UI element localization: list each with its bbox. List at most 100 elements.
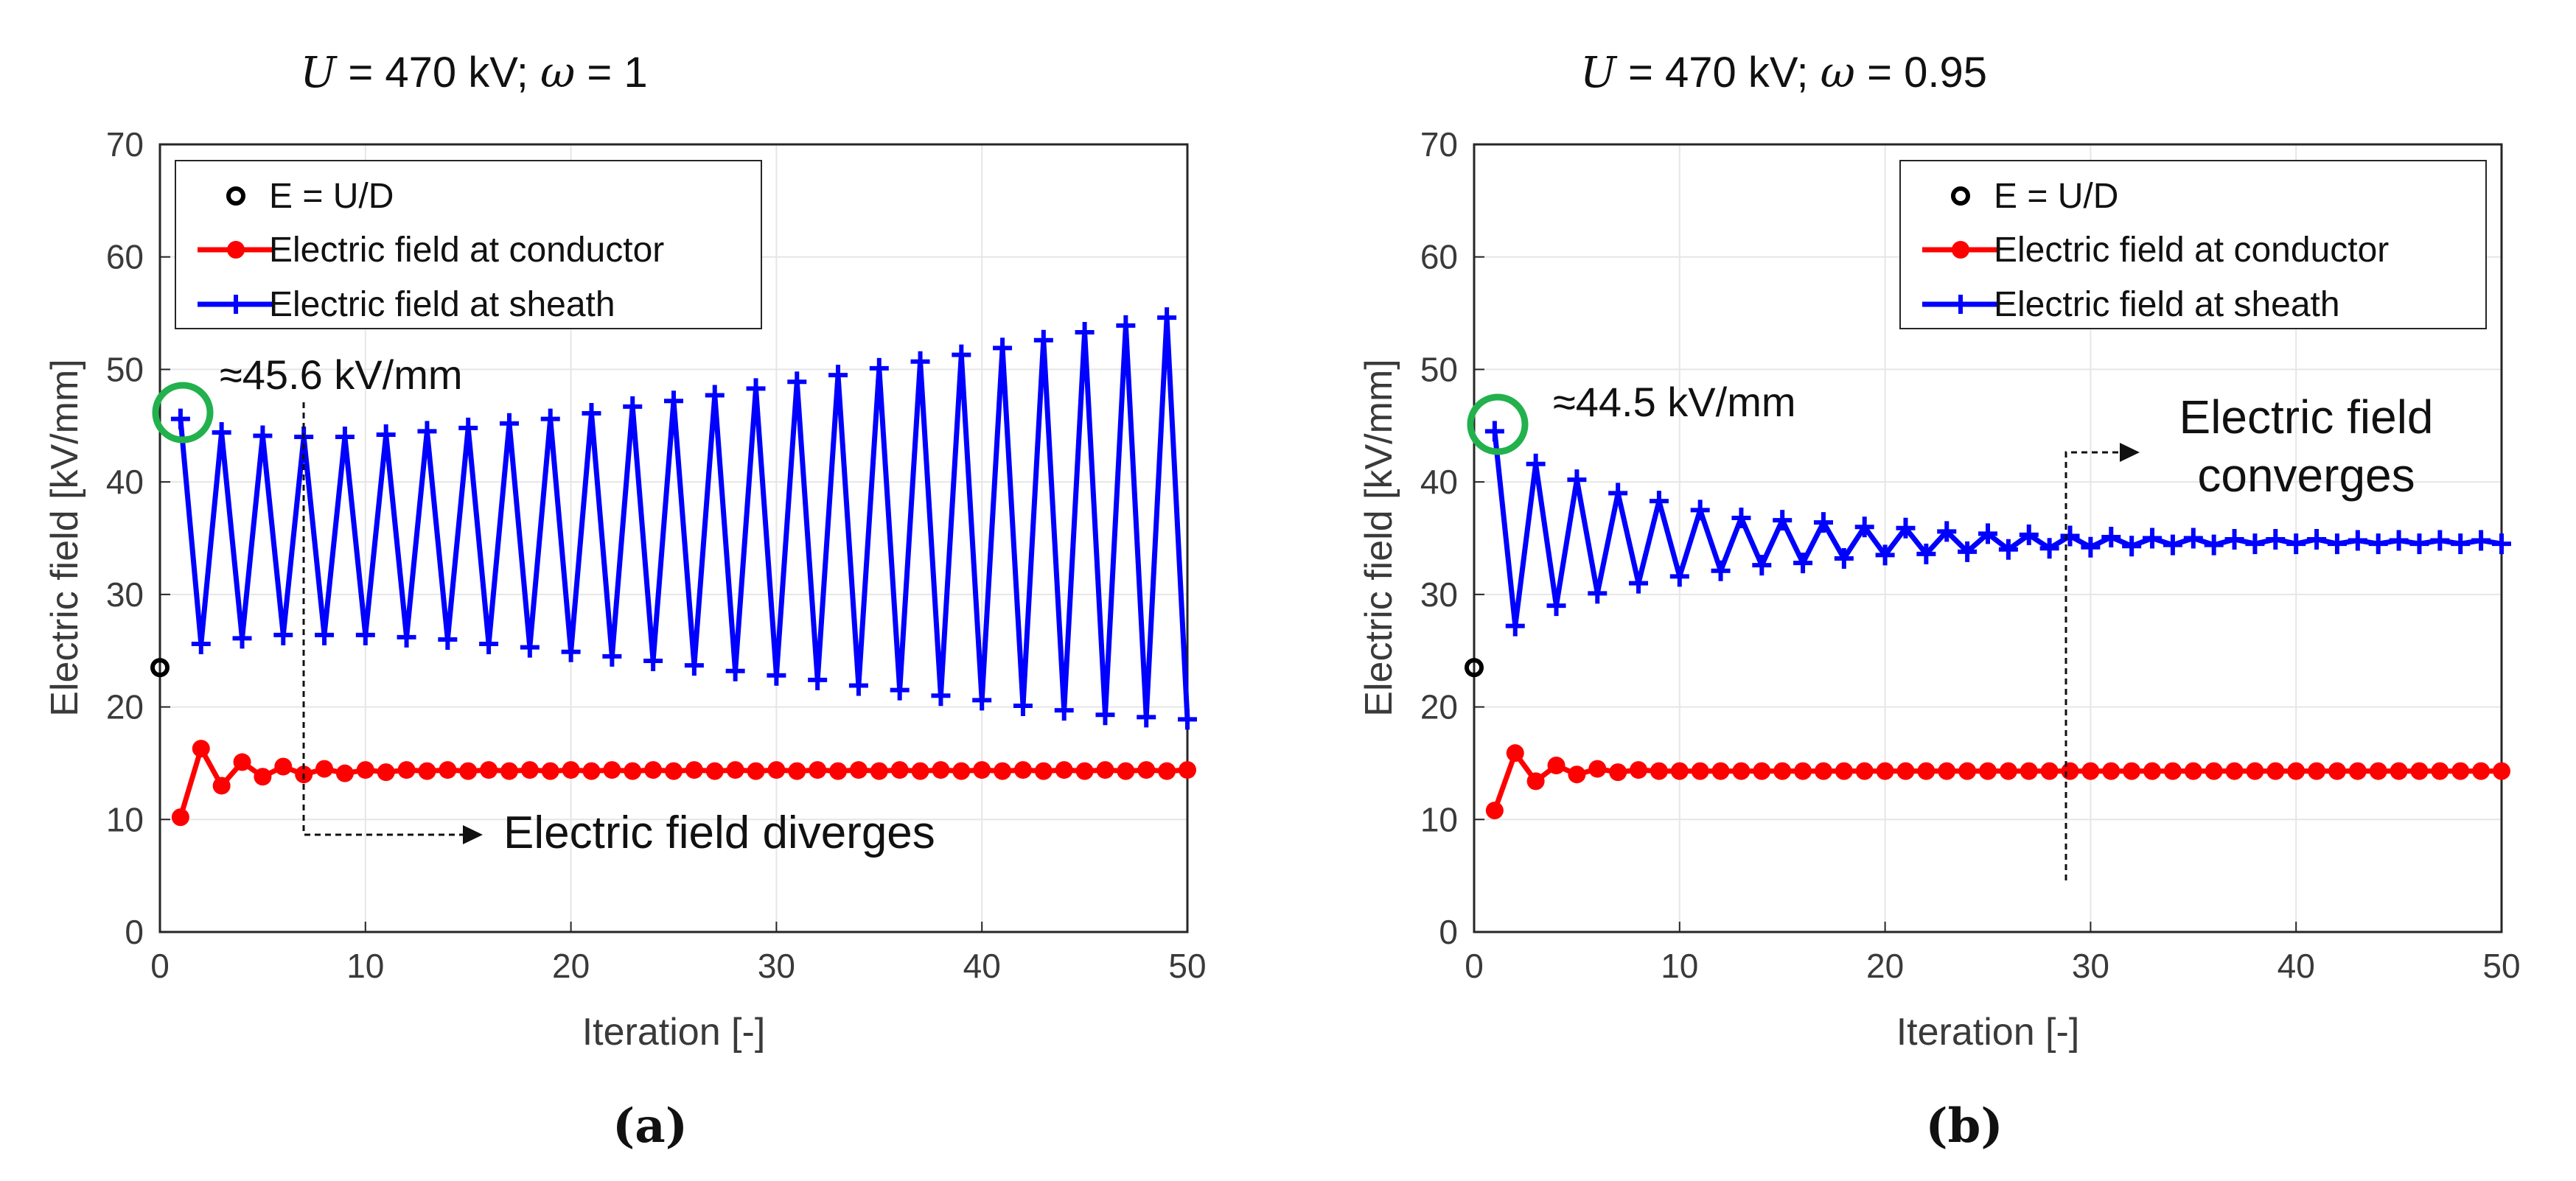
panel-b-title-var: U: [1580, 47, 1618, 97]
panel-a-conductor-point: [480, 761, 498, 779]
panel-a-sheath-point: [1033, 329, 1053, 351]
panel-b-sheath-point: [1505, 615, 1525, 637]
panel-a-conductor-point: [624, 762, 642, 780]
panel-b-conductor-point: [1711, 762, 1730, 780]
panel-b-sheath-point: [2183, 528, 2203, 549]
panel-b-sheath-point: [2368, 533, 2388, 555]
panel-b-sheath-point: [2389, 530, 2409, 551]
panel-b-highlight-circle: [1467, 393, 1529, 455]
panel-b-sheath-point: [1854, 516, 1874, 538]
panel-b-ytick-label: 20: [1420, 688, 1458, 726]
panel-b-sheath-point: [2409, 533, 2429, 555]
panel-a-conductor-point: [315, 760, 334, 778]
panel-b-legend: E = U/D Electric field at conductor Elec…: [1899, 160, 2487, 329]
panel-a-sheath-point: [355, 624, 375, 645]
panel-b-conductor-point: [1670, 762, 1689, 780]
panel-b-conductor-point: [2390, 762, 2408, 780]
panel-b-title: U = 470 kV; ω = 0.95: [1580, 47, 1987, 97]
panel-a-title-param: ω: [540, 47, 575, 97]
panel-b-sheath-point: [2081, 536, 2101, 558]
panel-a-xtick-label: 20: [552, 947, 590, 985]
panel-a-xtick-label: 0: [150, 947, 170, 985]
panel-b-sheath-point: [2451, 533, 2471, 555]
panel-b-conductor-point: [2328, 762, 2346, 780]
panel-a-sheath-series-line: [178, 315, 1190, 720]
panel-a-conductor-point: [932, 761, 950, 779]
panel-a-conductor-point: [520, 761, 539, 779]
panel-a-conductor-point: [685, 761, 703, 779]
panel-b-legend-sheath: Electric field at sheath: [1994, 285, 2340, 324]
panel-a-sheath-point: [952, 344, 971, 365]
panel-b-xtick-label: 40: [2277, 947, 2315, 985]
panel-b-conductor-point: [1630, 761, 1648, 779]
panel-a-conductor-point: [767, 761, 786, 779]
panel-a-sheath-point: [664, 390, 683, 412]
panel-b-conductor-point: [1855, 762, 1874, 780]
panel-a-ticks: 0 10 20 30 40 50 0 10 20 30 40 50 60 70: [106, 125, 1207, 985]
panel-b-conductor-point: [2246, 762, 2264, 780]
panel-b-conductor-point: [2020, 762, 2038, 780]
panel-b-sheath-point: [1875, 544, 1895, 566]
panel-a-legend-conductor-marker: [227, 241, 245, 259]
panel-b-sheath-point: [2286, 533, 2306, 555]
panel-b-xtick-label: 20: [1866, 947, 1904, 985]
panel-a-conductor-point: [726, 761, 744, 779]
panel-a-conductor-point: [1117, 762, 1135, 780]
panel-b-label: (b): [1925, 1098, 2003, 1154]
panel-a-sheath-point: [253, 425, 273, 446]
panel-b-xtick-label: 50: [2482, 947, 2520, 985]
panel-a-title-tail: = 1: [575, 49, 647, 97]
panel-a-conductor-point: [809, 761, 827, 779]
panel-a-arrow-head: [463, 825, 483, 844]
panel-b-ytick-label: 50: [1420, 350, 1458, 388]
panel-a-conductor-point: [582, 762, 601, 780]
panel-a-sheath-point: [232, 628, 252, 649]
panel-b-conductor-series-line: [1492, 750, 2502, 812]
panel-b-ytick-label: 30: [1420, 575, 1458, 614]
panel-a-conductor-point: [952, 762, 971, 780]
panel-a-sheath-point: [1013, 695, 1033, 717]
panel-a-sheath-point: [848, 675, 868, 696]
panel-b-conductor-point: [2308, 762, 2326, 780]
panel-a-sheath-point: [582, 402, 601, 424]
panel-b-dashed-leader: [2064, 451, 2121, 880]
panel-b-conductor-point: [1691, 762, 1709, 780]
panel-b-conductor-point: [1568, 765, 1586, 784]
panel-a-ytick-label: 20: [106, 688, 144, 726]
panel-b-sheath-point: [1752, 555, 1772, 576]
panel-a-legend: E = U/D Electric field at conductor Elec…: [175, 160, 762, 329]
panel-b-sheath-point: [1958, 541, 1978, 562]
panel-a-sheath-point: [1178, 709, 1197, 730]
panel-a-sheath-point: [376, 424, 396, 446]
panel-a-sheath-point: [602, 645, 622, 667]
panel-b-conductor-point: [2287, 762, 2306, 780]
panel-b-conductor-point: [1999, 762, 2017, 780]
panel-b-conductor-point: [2143, 762, 2162, 780]
panel-a-title-mid: = 470 kV;: [336, 49, 540, 97]
panel-a-sheath-point: [910, 351, 930, 372]
panel-b-sheath-point: [2471, 530, 2491, 551]
panel-b-conductor-point: [2040, 762, 2059, 780]
panel-a-sheath-point: [725, 660, 745, 681]
panel-a-sheath-point: [869, 357, 889, 379]
panel-b-sheath-point: [2266, 529, 2286, 550]
panel-a-data: [150, 307, 1197, 827]
panel-b-conductor-point: [1835, 762, 1853, 780]
panel-b-title-mid: = 470 kV;: [1616, 49, 1821, 97]
panel-a-title: U = 470 kV; ω = 1: [300, 47, 647, 97]
panel-b-sheath-point: [1567, 469, 1587, 491]
panel-a-dashed-leader: [302, 402, 464, 836]
panel-a-sheath-point: [787, 371, 807, 393]
panel-b-conductor-point: [2061, 762, 2079, 780]
panel-b-data: [1465, 421, 2511, 820]
panel-a-sheath-point: [315, 624, 335, 645]
panel-a-ytick-label: 10: [106, 800, 144, 838]
panel-b-sheath-point: [1629, 572, 1649, 594]
panel-b-conductor-point: [1979, 762, 1997, 780]
panel-a-conductor-point: [274, 757, 293, 776]
panel-a-legend-sheath: Electric field at sheath: [269, 285, 615, 324]
panel-a-sheath-point: [170, 408, 190, 430]
panel-a-xtick-label: 50: [1168, 947, 1206, 985]
panel-a-sheath-point: [808, 669, 828, 690]
